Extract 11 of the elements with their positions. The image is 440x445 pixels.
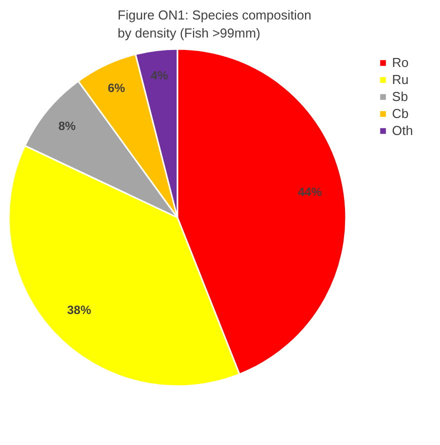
- legend-label: Ro: [392, 55, 410, 70]
- legend-label: Ru: [392, 72, 410, 87]
- chart-title: Figure ON1: Species composition by density (Fish >99mm): [118, 8, 312, 40]
- data-label: 38%: [67, 302, 92, 317]
- data-label: 6%: [108, 80, 126, 95]
- data-label: 4%: [150, 68, 168, 82]
- data-label: 8%: [58, 119, 76, 134]
- legend-label: Cb: [392, 106, 410, 121]
- legend-label: Oth: [392, 123, 413, 138]
- legend-label: Sb: [392, 89, 409, 104]
- data-label: 44%: [298, 185, 322, 200]
